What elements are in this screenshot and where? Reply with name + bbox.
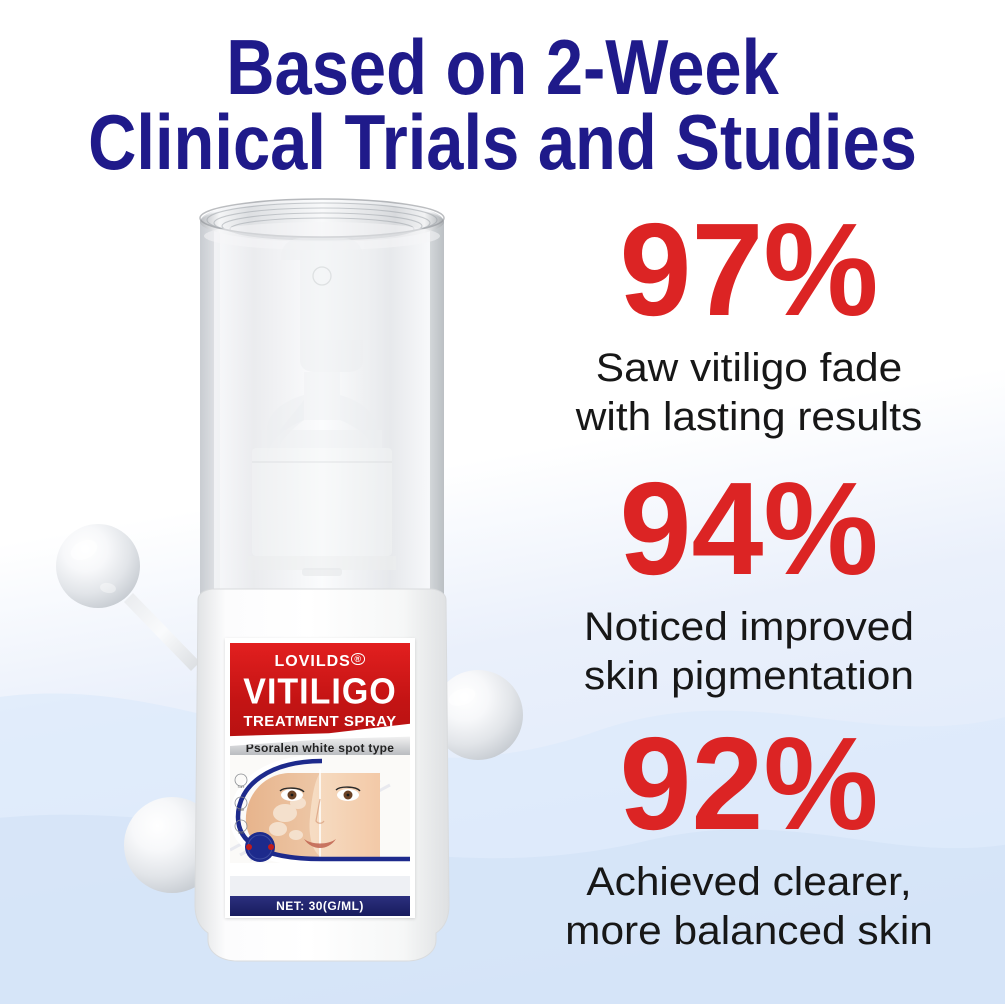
svg-text:Safe: Safe [238, 808, 245, 812]
svg-text:Sure: Sure [238, 785, 245, 789]
svg-text:Mild: Mild [238, 831, 244, 835]
